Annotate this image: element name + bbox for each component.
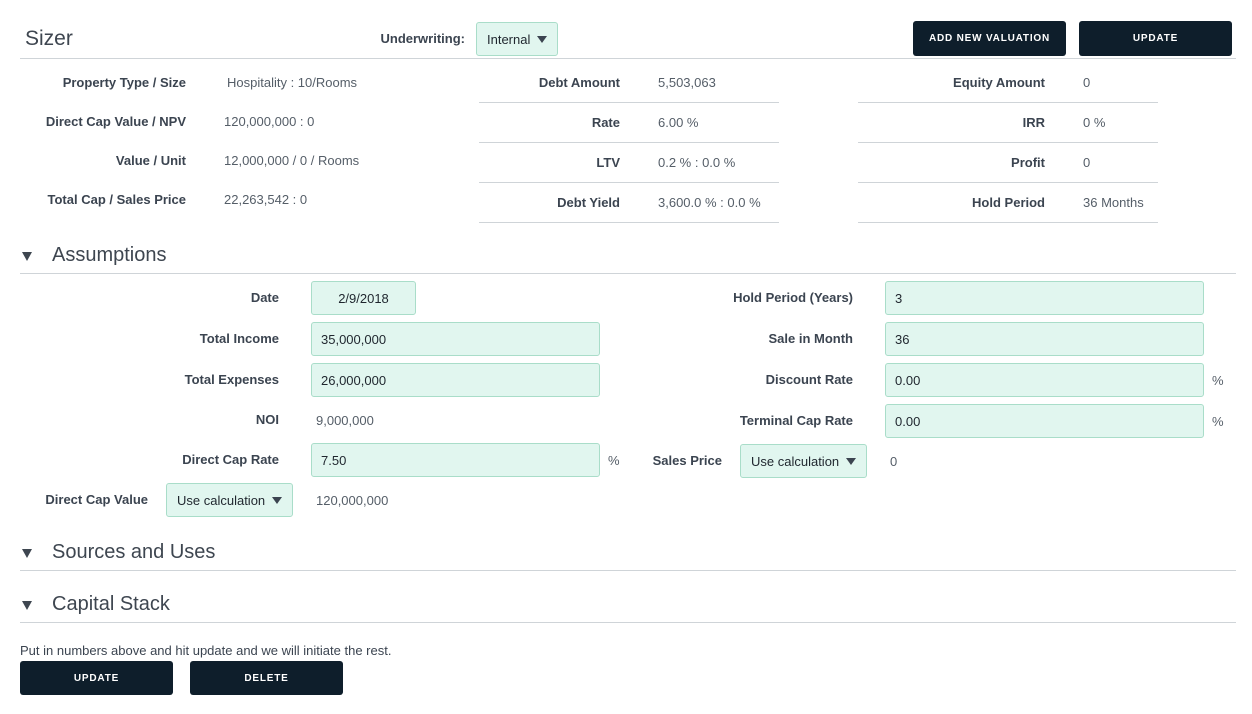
- row-divider: [858, 222, 1158, 223]
- row-divider: [479, 142, 779, 143]
- summary-value: 0 %: [1083, 115, 1106, 130]
- sale-in-month-label: Sale in Month: [768, 331, 854, 346]
- header-update-button[interactable]: UPDATE: [1079, 21, 1232, 56]
- summary-value: 12,000,000 / 0 / Rooms: [224, 153, 360, 168]
- noi-value: 9,000,000: [316, 413, 374, 428]
- row-divider: [858, 142, 1158, 143]
- underwriting-label: Underwriting:: [380, 31, 466, 46]
- percent-sign: %: [1212, 373, 1224, 388]
- summary-label: Value / Unit: [115, 153, 186, 168]
- collapse-triangle-icon: [22, 252, 32, 261]
- summary-value: 0.2 % : 0.0 %: [658, 155, 736, 170]
- section-title-assumptions: Assumptions: [52, 244, 167, 266]
- total-expenses-label: Total Expenses: [184, 372, 279, 387]
- summary-label: Property Type / Size: [62, 75, 186, 90]
- delete-button[interactable]: DELETE: [190, 661, 343, 695]
- direct-cap-value-result: 120,000,000: [316, 493, 389, 508]
- summary-value: 6.00 %: [658, 115, 699, 130]
- section-title-sources-uses: Sources and Uses: [52, 541, 216, 563]
- terminal-cap-rate-input[interactable]: 0.00: [885, 404, 1204, 438]
- direct-cap-rate-input[interactable]: 7.50: [311, 443, 600, 477]
- direct-cap-value-select[interactable]: Use calculation: [166, 483, 293, 517]
- chevron-down-icon: [272, 496, 282, 504]
- summary-value: 5,503,063: [658, 75, 716, 90]
- terminal-cap-rate-label: Terminal Cap Rate: [739, 413, 853, 428]
- section-title-capital-stack: Capital Stack: [52, 593, 170, 615]
- hold-period-label: Hold Period (Years): [733, 290, 853, 305]
- summary-label: LTV: [596, 155, 620, 170]
- summary-value: Hospitality : 10/Rooms: [227, 75, 358, 90]
- total-income-input[interactable]: 35,000,000: [311, 322, 600, 356]
- date-input[interactable]: 2/9/2018: [311, 281, 416, 315]
- underwriting-select[interactable]: Internal: [476, 22, 558, 56]
- discount-rate-input[interactable]: 0.00: [885, 363, 1204, 397]
- section-divider: [20, 570, 1236, 571]
- hold-period-input[interactable]: 3: [885, 281, 1204, 315]
- summary-label: IRR: [1022, 115, 1045, 130]
- noi-label: NOI: [255, 412, 279, 427]
- row-divider: [479, 182, 779, 183]
- summary-value: 120,000,000 : 0: [224, 114, 315, 129]
- underwriting-value: Internal: [487, 31, 531, 47]
- percent-sign: %: [608, 453, 620, 468]
- summary-value: 36 Months: [1083, 195, 1144, 210]
- total-expenses-input[interactable]: 26,000,000: [311, 363, 600, 397]
- direct-cap-value-select-value: Use calculation: [177, 492, 266, 508]
- sales-price-select[interactable]: Use calculation: [740, 444, 867, 478]
- total-income-label: Total Income: [199, 331, 279, 346]
- summary-label: Rate: [591, 115, 620, 130]
- summary-label: Debt Amount: [538, 75, 620, 90]
- summary-label: Debt Yield: [557, 195, 620, 210]
- summary-value: 0: [1083, 75, 1091, 90]
- assumptions-toggle[interactable]: Assumptions: [20, 240, 420, 270]
- summary-value: 3,600.0 % : 0.0 %: [658, 195, 761, 210]
- summary-label: Hold Period: [972, 195, 1045, 210]
- chevron-down-icon: [846, 457, 856, 465]
- summary-value: 0: [1083, 155, 1091, 170]
- row-divider: [479, 222, 779, 223]
- summary-label: Equity Amount: [953, 75, 1045, 90]
- row-divider: [858, 182, 1158, 183]
- summary-label: Direct Cap Value / NPV: [45, 114, 186, 129]
- update-button[interactable]: UPDATE: [20, 661, 173, 695]
- collapse-triangle-icon: [22, 549, 32, 558]
- sales-price-select-value: Use calculation: [751, 453, 840, 469]
- percent-sign: %: [1212, 414, 1224, 429]
- header-divider: [20, 58, 1236, 59]
- page-title: Sizer: [25, 27, 73, 50]
- collapse-triangle-icon: [22, 601, 32, 610]
- footer-message: Put in numbers above and hit update and …: [20, 643, 392, 658]
- row-divider: [479, 102, 779, 103]
- direct-cap-value-label: Direct Cap Value: [45, 492, 148, 507]
- add-new-valuation-button[interactable]: ADD NEW VALUATION: [913, 21, 1066, 56]
- date-label: Date: [250, 290, 279, 305]
- chevron-down-icon: [537, 35, 547, 43]
- summary-label: Profit: [1011, 155, 1045, 170]
- sale-in-month-input[interactable]: 36: [885, 322, 1204, 356]
- sales-price-result: 0: [890, 454, 898, 469]
- sources-uses-toggle[interactable]: Sources and Uses: [20, 537, 420, 567]
- section-divider: [20, 622, 1236, 623]
- section-divider: [20, 273, 1236, 274]
- direct-cap-rate-label: Direct Cap Rate: [182, 452, 279, 467]
- row-divider: [858, 102, 1158, 103]
- summary-value: 22,263,542 : 0: [224, 192, 308, 207]
- discount-rate-label: Discount Rate: [765, 372, 853, 387]
- capital-stack-toggle[interactable]: Capital Stack: [20, 589, 420, 619]
- sales-price-label: Sales Price: [652, 453, 722, 468]
- summary-label: Total Cap / Sales Price: [47, 192, 186, 207]
